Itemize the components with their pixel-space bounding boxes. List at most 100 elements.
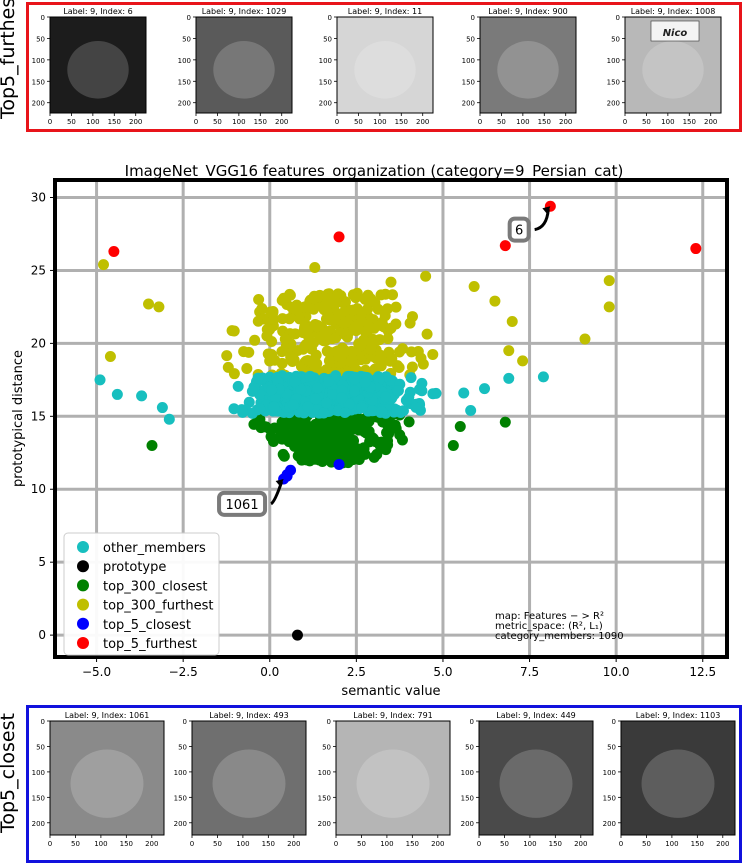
plot-frame [53,178,729,659]
other_members-point [336,384,348,396]
y-tick-label: 0 [470,718,474,726]
thumbnail-2: Label: 9, Index: 493 0 50 100 150 200 0 50 100 15… [174,711,307,848]
other_members-point [252,372,264,384]
top_300_furthest-point [300,339,312,351]
y-tick-label: 10 [31,482,46,496]
top_300_furthest-point [294,313,306,325]
other_members-point [349,385,361,397]
x-tick-label: 50 [497,118,506,126]
top_300_closest-point [269,422,281,434]
x-tick-label: 100 [373,118,386,126]
x-tick-label: 150 [691,840,704,848]
y-tick-label: 200 [462,100,475,108]
top_300_closest-point [345,420,357,432]
top_300_furthest-point [355,340,367,352]
info-line-2: metric_space: (R², L₁) [495,621,603,632]
top_300_furthest-point [603,301,615,313]
photo-subject [354,41,416,99]
top_300_furthest-point [221,350,233,362]
legend-box [63,532,220,656]
x-tick-label: 2.5 [347,665,366,679]
annotation-label: 1061 [226,498,259,513]
top_300_closest-point [259,421,271,433]
x-tick-label: 50 [354,118,363,126]
other_members-point [321,397,333,409]
annotation-arrowhead [542,206,551,215]
top_300_closest-point [294,435,306,447]
top_300_furthest-point [405,346,417,358]
top_300_furthest-point [365,342,377,354]
x-tick-label: 0 [334,840,338,848]
top_300_furthest-point [284,289,296,301]
top_300_closest-point [309,442,321,454]
top_300_closest-point [377,416,389,428]
other_members-point [232,380,244,392]
top_300_furthest-point [393,362,405,374]
thumbnail-title: Label: 9, Index: 1029 [202,7,287,16]
x-tick-label: 100 [94,840,107,848]
legend-marker-top_300_closest [77,579,89,592]
top_300_furthest-point [143,298,155,310]
top_300_furthest-point [262,348,274,360]
thumbnail-title: Label: 9, Index: 1103 [636,711,721,720]
x-tick-label: 100 [236,840,249,848]
top_300_furthest-point [506,315,518,327]
top_300_closest-point [454,421,466,433]
info-line-3: category_members: 1090 [495,631,624,642]
y-tick-label: 150 [607,78,620,86]
thumbnail-image [620,720,736,836]
points [94,200,702,641]
other_members-point [379,391,391,403]
top5-closest-panel: Label: 9, Index: 1061 0 50 100 150 200 0 50 100 1… [26,705,742,863]
thumbnail-2: Label: 9, Index: 1029 0 50 100 150 200 0 50 100 1… [178,7,293,126]
top_300_furthest-point [382,303,394,315]
photo-subject [356,749,430,818]
photo-subject [499,749,573,818]
y-tick-label: 100 [461,769,474,777]
y-tick-label: 0 [471,14,475,22]
other_members-point [246,385,258,397]
other_members-point [356,402,368,414]
thumbnail-image [49,16,147,114]
other_members-point [228,403,240,415]
top_300_closest-point [317,453,329,465]
top_300_furthest-point [421,328,433,340]
x-tick-label: 0 [477,840,481,848]
x-tick-label: 150 [406,840,419,848]
x-axis-label: semantic value [341,684,440,699]
top_300_closest-point [403,416,415,428]
y-tick-label: 150 [318,794,331,802]
chart-title: ImageNet_VGG16 features_organization (ca… [124,162,624,180]
top_300_furthest-point [375,360,387,372]
sign-text: Nico [663,28,688,39]
x-tick-label: 50 [213,118,222,126]
thumbnail-5: Label: 9, Index: 1103 0 50 100 150 200 0 50 100 1… [603,711,736,848]
x-tick-label: 50 [642,840,651,848]
other_members-point [416,385,428,397]
other_members-point [163,413,175,425]
x-tick-label: 200 [275,118,288,126]
x-tick-label: 200 [145,840,158,848]
photo-subject [212,749,286,818]
y-tick-label: 200 [32,100,45,108]
x-tick-label: 150 [549,840,562,848]
top_300_closest-point [368,451,380,463]
x-tick-label: 200 [287,840,300,848]
top_300_furthest-point [330,346,342,358]
y-tick-label: 0 [612,718,616,726]
y-tick-label: 0 [328,14,332,22]
top_300_furthest-point [299,301,311,313]
top_300_closest-point [326,447,338,459]
top5-furthest-thumbnails: Label: 9, Index: 6 0 50 100 150 200 0 50 100 150 2… [32,7,722,126]
other_members-point [359,376,371,388]
top_300_closest-point [447,439,459,451]
thumbnail-image [195,16,293,114]
y-tick-label: 50 [36,35,45,43]
y-tick-label: 50 [323,35,332,43]
thumbnail-title: Label: 9, Index: 11 [348,7,422,16]
top_300_furthest-point [277,313,289,325]
top_300_closest-point [370,436,382,448]
legend-marker-other_members [77,541,89,553]
top_300_furthest-point [104,351,116,363]
y-tick-label: 100 [318,769,331,777]
